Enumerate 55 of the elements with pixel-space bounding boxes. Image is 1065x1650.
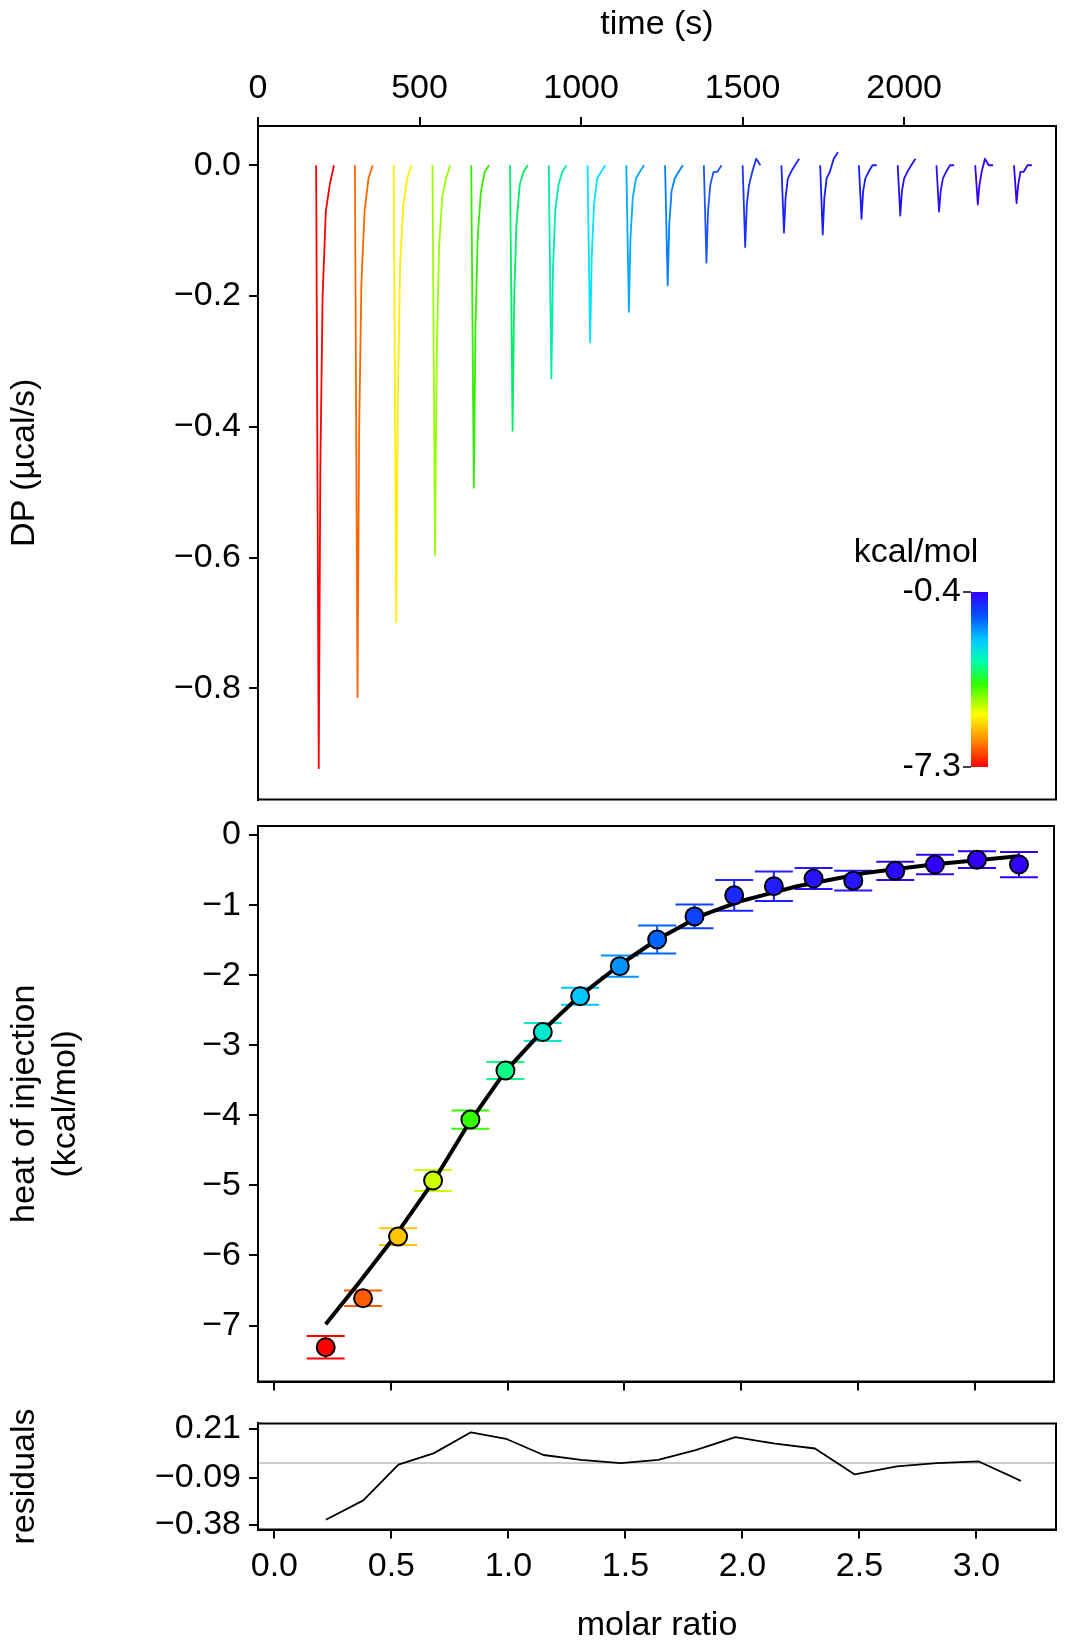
y-tick-label: −0.38: [154, 1503, 241, 1542]
point: [460, 1109, 481, 1130]
x-tick-label: 1000: [543, 66, 619, 105]
y-tick-label: −5: [202, 1163, 241, 1202]
color-bar-title: kcal/mol: [853, 531, 979, 570]
x-tick-label: 500: [391, 66, 448, 105]
y-tick-label: −2: [202, 953, 241, 992]
y-tick-label: −1: [202, 883, 241, 922]
y-axis-title: DP (µcal/s): [2, 378, 41, 547]
y-tick-label: −0.4: [173, 405, 241, 444]
point: [609, 956, 630, 977]
point: [423, 1170, 444, 1191]
point: [647, 929, 668, 950]
y-tick-label: −0.8: [173, 666, 241, 705]
point: [966, 849, 987, 870]
point: [495, 1060, 516, 1081]
x-tick-label: 2.0: [718, 1545, 767, 1584]
point: [315, 1337, 336, 1358]
y-tick-label: 0: [222, 813, 241, 852]
point: [763, 876, 784, 897]
x-axis-title: time (s): [600, 2, 714, 41]
x-tick-label: 0.0: [250, 1545, 299, 1584]
point: [1008, 854, 1029, 875]
point: [724, 885, 745, 906]
point: [532, 1021, 553, 1042]
point: [843, 870, 864, 891]
x-tick-label: 1.0: [484, 1545, 533, 1584]
color-bar-label: -7.3: [902, 745, 961, 784]
y-tick-label: 0.21: [174, 1407, 241, 1446]
y-tick-label: −0.2: [173, 274, 241, 313]
point: [388, 1226, 409, 1247]
x-tick-label: 3.0: [952, 1545, 1001, 1584]
y-tick-label: −0.6: [173, 536, 241, 574]
color-bar-label: -0.4: [902, 570, 961, 609]
x-tick-label: 0: [248, 66, 268, 105]
y-tick-label: −3: [202, 1023, 241, 1062]
point: [684, 906, 705, 927]
point: [885, 860, 906, 881]
y-tick-label: −7: [202, 1303, 241, 1342]
x-axis-title: molar ratio: [576, 1603, 738, 1642]
point: [570, 986, 591, 1007]
x-tick-label: 0.5: [367, 1545, 416, 1584]
point: [353, 1288, 374, 1309]
x-tick-label: 2000: [866, 66, 942, 105]
y-tick-label: −4: [202, 1093, 241, 1132]
point: [803, 868, 824, 889]
point: [924, 854, 945, 875]
y-axis-title: residuals: [2, 1408, 41, 1545]
y-tick-label: 0.0: [193, 143, 241, 182]
x-tick-label: 1500: [704, 66, 781, 105]
x-tick-label: 1.5: [601, 1545, 650, 1584]
y-axis-title: heat of injection (kcal/mol): [2, 984, 82, 1223]
y-tick-label: −6: [202, 1233, 241, 1272]
x-tick-label: 2.5: [835, 1545, 884, 1584]
y-tick-label: −0.09: [154, 1456, 241, 1495]
